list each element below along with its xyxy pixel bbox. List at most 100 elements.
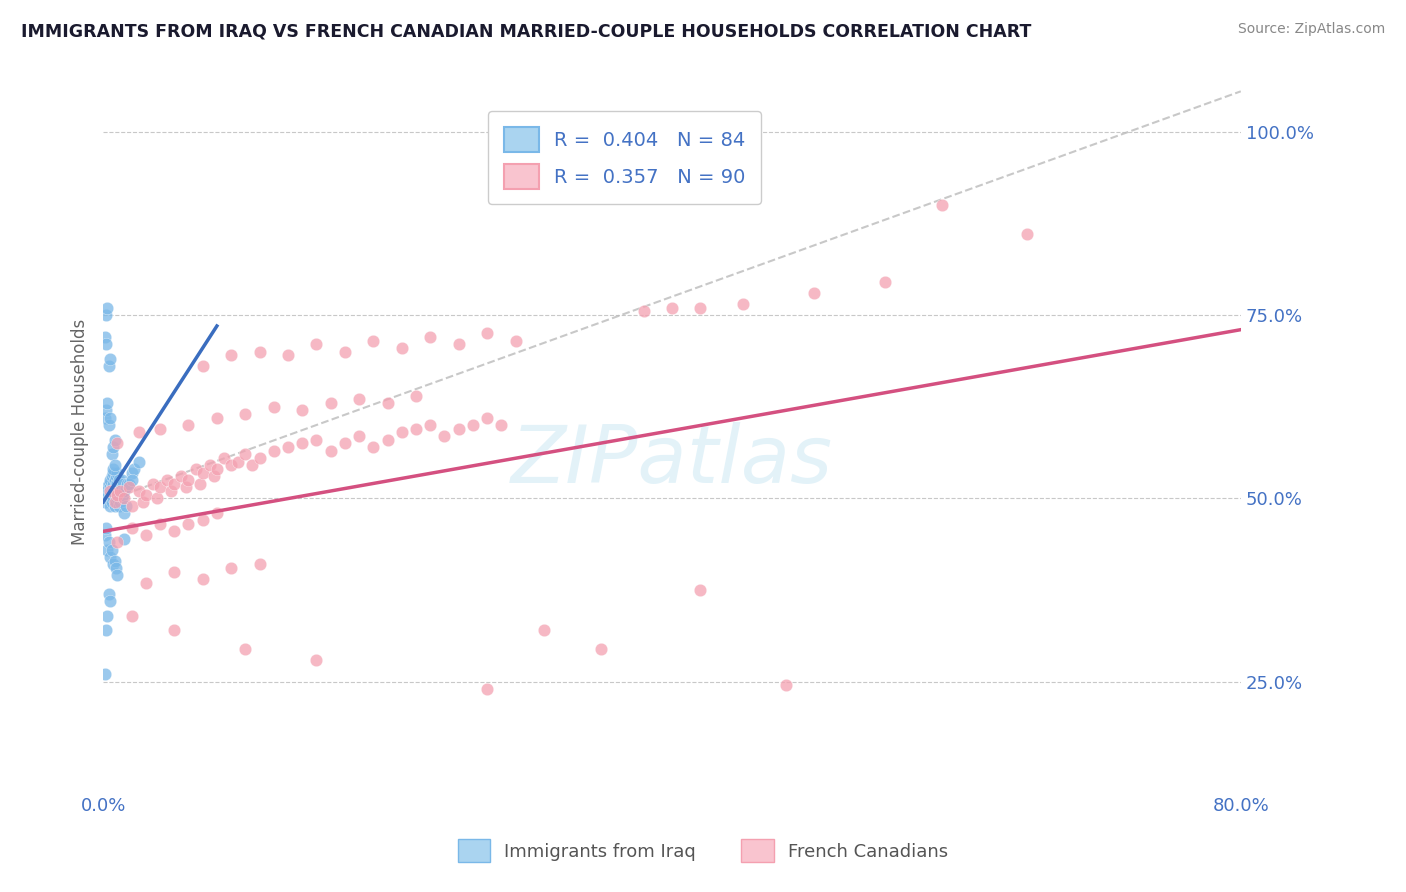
Point [377,396,399,410]
Point [419,330,441,344]
Point [101,466,124,480]
Point [100,447,122,461]
Point [114,532,136,546]
Point [319,443,342,458]
Point [121,499,143,513]
Point [391,341,413,355]
Point [96,396,118,410]
Point [105,483,128,498]
Point [101,440,124,454]
Point [104,469,127,483]
Point [405,389,427,403]
Point [96,301,118,315]
Point [475,410,498,425]
Point [135,488,157,502]
Point [405,422,427,436]
Point [391,425,413,440]
Point [114,483,136,498]
Point [101,491,124,506]
Point [93,410,115,425]
Point [733,297,755,311]
Point [98,488,121,502]
Point [333,344,356,359]
Point [219,561,242,575]
Point [146,491,169,506]
Point [277,440,299,454]
Point [931,198,953,212]
Point [100,469,122,483]
Point [191,359,214,374]
Legend: Immigrants from Iraq, French Canadians: Immigrants from Iraq, French Canadians [450,832,956,870]
Point [198,458,221,473]
Point [94,491,117,506]
Point [163,624,186,638]
Point [188,476,211,491]
Point [491,417,513,432]
Point [305,433,328,447]
Point [128,455,150,469]
Point [104,495,127,509]
Point [363,334,385,348]
Point [107,480,129,494]
Point [124,462,146,476]
Point [97,417,120,432]
Point [107,488,129,502]
Point [104,476,127,491]
Y-axis label: Married-couple Households: Married-couple Households [72,319,89,546]
Point [447,337,470,351]
Point [93,330,115,344]
Point [249,344,271,359]
Point [107,499,129,513]
Point [101,476,124,491]
Point [118,480,141,494]
Point [100,542,122,557]
Point [803,285,825,300]
Point [112,488,135,502]
Point [100,495,122,509]
Point [633,304,655,318]
Point [117,476,139,491]
Point [291,403,314,417]
Point [96,542,118,557]
Point [105,436,128,450]
Point [191,572,214,586]
Point [103,473,125,487]
Point [104,483,127,498]
Point [219,348,242,362]
Point [98,499,121,513]
Point [103,495,125,509]
Point [96,608,118,623]
Point [249,558,271,572]
Point [101,558,124,572]
Point [347,392,370,407]
Point [205,462,228,476]
Point [135,575,157,590]
Point [105,568,128,582]
Point [97,483,120,498]
Point [377,433,399,447]
Point [233,641,256,656]
Point [93,495,115,509]
Point [121,608,143,623]
Point [103,499,125,513]
Point [363,440,385,454]
Point [184,462,207,476]
Point [177,516,200,531]
Point [775,678,797,692]
Point [233,447,256,461]
Point [170,469,193,483]
Point [875,275,897,289]
Point [108,476,131,491]
Point [202,469,225,483]
Point [219,458,242,473]
Point [98,483,121,498]
Point [419,417,441,432]
Point [103,554,125,568]
Point [101,483,124,498]
Point [533,624,555,638]
Point [94,403,117,417]
Point [174,480,197,494]
Point [105,476,128,491]
Point [505,334,527,348]
Point [100,480,122,494]
